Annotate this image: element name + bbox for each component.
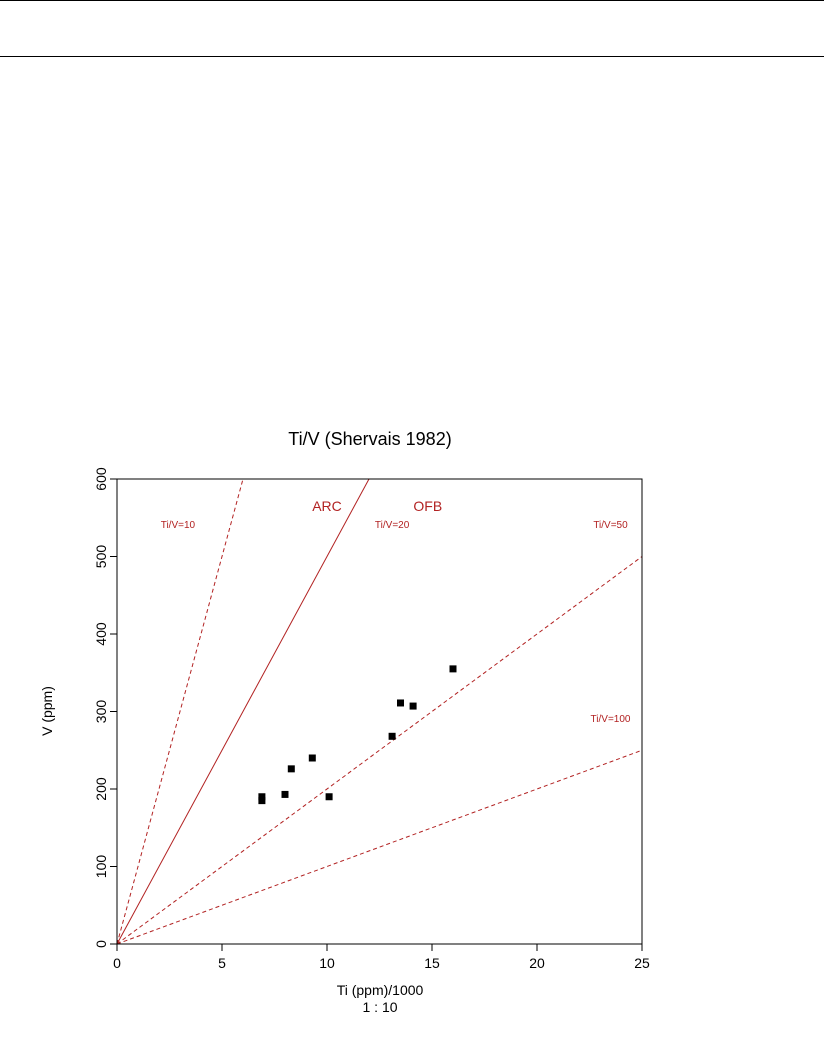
plot-frame: [116, 478, 643, 945]
y-tick-label: 500: [93, 545, 109, 569]
x-tick-label: 10: [319, 955, 335, 971]
x-tick-label: 15: [424, 955, 440, 971]
ref-line-ti-v-10: [116, 478, 244, 945]
y-tick-label: 300: [93, 700, 109, 724]
x-axis-label: Ti (ppm)/1000: [337, 982, 424, 998]
data-point: [281, 790, 289, 798]
y-axis-label: V (ppm): [39, 686, 55, 736]
reference-lines: [116, 478, 643, 945]
data-point: [287, 765, 295, 773]
ref-line-ti-v-20: [116, 478, 370, 945]
x-tick-label: 20: [529, 955, 545, 971]
reference-line-labels: Ti/V=10 Ti/V=20 Ti/V=50 Ti/V=100: [161, 520, 631, 725]
data-point: [449, 665, 457, 673]
chart-title: Ti/V (Shervais 1982): [288, 429, 451, 449]
x-axis-ticks: 0 5 10 15 20 25: [113, 944, 650, 971]
data-points: [258, 665, 457, 805]
ref-line-ti-v-100: [116, 749, 643, 945]
y-tick-label: 100: [93, 855, 109, 879]
x-axis-sublabel: 1 : 10: [362, 999, 397, 1015]
y-tick-label: 200: [93, 777, 109, 801]
y-tick-label: 0: [93, 940, 109, 948]
data-point: [388, 732, 396, 740]
y-tick-label: 400: [93, 622, 109, 646]
data-point: [397, 699, 404, 707]
y-axis-ticks: 0 100 200 300 400 500 600: [93, 467, 117, 948]
x-tick-label: 0: [113, 955, 121, 971]
x-tick-label: 25: [634, 955, 650, 971]
field-label-ofb: OFB: [413, 498, 442, 514]
header-rule: [0, 56, 824, 57]
ref-line-label: Ti/V=20: [375, 520, 410, 531]
data-point: [258, 793, 266, 801]
field-label-arc: ARC: [312, 498, 342, 514]
data-point: [258, 797, 266, 805]
y-tick-label: 600: [93, 467, 109, 491]
ref-line-label: Ti/V=10: [161, 520, 196, 531]
ref-line-ti-v-50: [116, 556, 643, 945]
data-point: [308, 754, 316, 762]
ref-line-label: Ti/V=100: [591, 714, 631, 725]
x-tick-label: 5: [218, 955, 226, 971]
ref-line-label: Ti/V=50: [593, 520, 628, 531]
field-labels: ARC OFB: [312, 498, 442, 514]
data-point: [325, 793, 333, 801]
data-point: [409, 702, 417, 710]
top-rule: [0, 0, 824, 1]
